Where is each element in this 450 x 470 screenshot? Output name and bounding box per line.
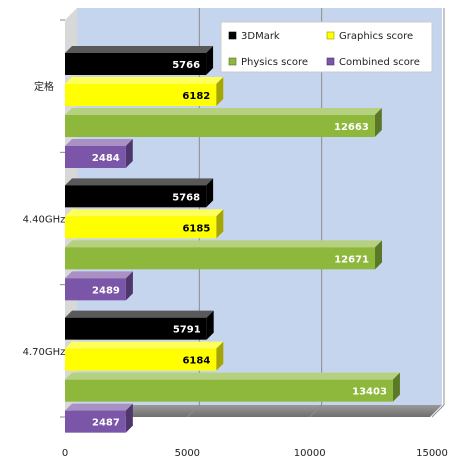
- legend-label: Combined score: [339, 57, 420, 68]
- bar: [65, 115, 375, 137]
- bar-side: [216, 209, 224, 239]
- bar-top: [65, 77, 224, 84]
- bar-top: [65, 209, 224, 217]
- bar: [65, 317, 207, 340]
- data-label: 12663: [334, 122, 369, 133]
- bar-top: [65, 46, 214, 53]
- y-tick-label: 4.40GHz: [23, 215, 66, 226]
- gridline-floor: [431, 404, 445, 418]
- legend-label: Graphics score: [339, 31, 413, 42]
- bar-side: [125, 271, 133, 301]
- bar: [65, 348, 217, 371]
- data-label: 5766: [172, 60, 200, 71]
- data-labels: 5766 6182 12663 2484 5768 6185 12671 2489 5791 61…: [92, 60, 387, 429]
- bar-top: [65, 178, 214, 186]
- bar-side: [206, 310, 214, 340]
- legend-swatch: [326, 31, 335, 40]
- bar-side: [125, 403, 133, 433]
- legend-swatch: [228, 57, 237, 66]
- legend: 3DMark Graphics score Physics score Combine…: [220, 21, 433, 73]
- x-tick-label: 5000: [175, 448, 200, 459]
- gridline-floor: [186, 404, 200, 418]
- data-label: 2484: [92, 153, 120, 164]
- bar-side: [216, 341, 224, 371]
- legend-label: Physics score: [241, 57, 308, 68]
- floor: [65, 405, 442, 417]
- bar-top: [65, 108, 382, 115]
- gridline-floor: [309, 404, 323, 418]
- bar: [65, 247, 376, 270]
- data-label: 2489: [92, 285, 120, 296]
- data-label: 6182: [182, 91, 210, 102]
- bar-top: [65, 372, 400, 380]
- bar: [65, 379, 393, 402]
- bar-side: [125, 139, 133, 168]
- bar-top: [65, 271, 133, 279]
- bar-side: [216, 77, 224, 106]
- legend-box: [220, 21, 433, 73]
- bars: [65, 46, 400, 433]
- data-label: 5791: [173, 325, 201, 336]
- legend-swatch: [326, 57, 335, 66]
- y-tick-label: 4.70GHz: [23, 347, 66, 358]
- bar-side: [374, 108, 382, 137]
- data-label: 6185: [182, 223, 210, 234]
- bar-side: [375, 240, 383, 270]
- bar: [65, 216, 217, 239]
- bar-top: [65, 310, 214, 318]
- bar: [65, 146, 126, 168]
- axes: 0 5000 10000 15000 定格 4.40GHz 4.70GHz: [23, 19, 448, 459]
- bar-side: [206, 178, 214, 208]
- bar-top: [65, 139, 133, 146]
- bar-side: [206, 46, 214, 75]
- legend-swatch: [228, 31, 237, 40]
- legend-label: 3DMark: [241, 31, 280, 42]
- bar-top: [65, 403, 133, 411]
- x-tick-label: 15000: [416, 448, 448, 459]
- x-tick-label: 10000: [294, 448, 326, 459]
- data-label: 12671: [334, 254, 369, 265]
- y-tick-label: 定格: [34, 80, 54, 93]
- bar-side: [392, 372, 400, 402]
- bar: [65, 185, 207, 208]
- data-label: 6184: [182, 356, 210, 367]
- bar: [65, 278, 126, 301]
- data-label: 2487: [92, 418, 120, 429]
- bar-top: [65, 341, 224, 349]
- data-label: 13403: [352, 387, 387, 398]
- data-label: 5768: [172, 192, 200, 203]
- bar: [65, 410, 126, 433]
- bar-top: [65, 240, 383, 248]
- bar: [65, 84, 217, 106]
- x-tick-label: 0: [62, 448, 68, 459]
- bar: [65, 53, 207, 75]
